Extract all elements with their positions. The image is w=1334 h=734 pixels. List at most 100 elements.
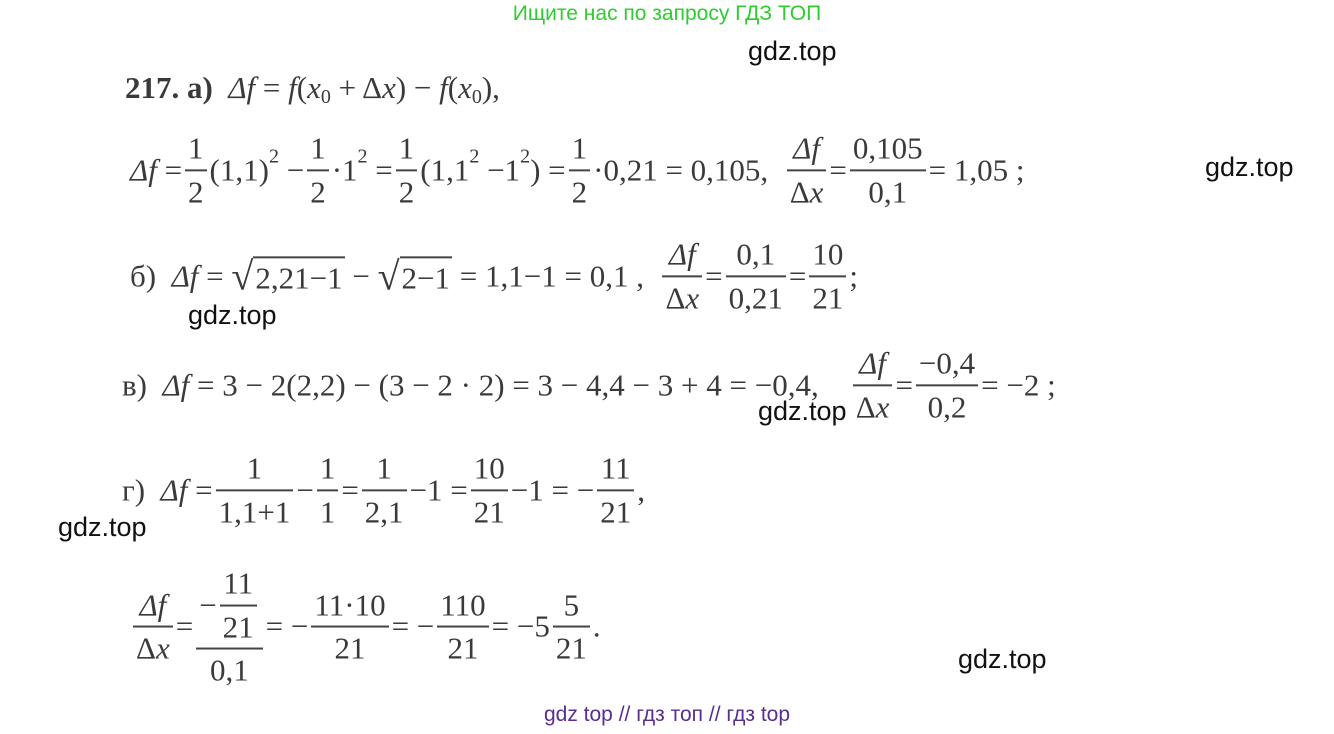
radical-sign: √ bbox=[377, 253, 400, 298]
solution-line-v: в) Δf = 3 − 2(2,2) − (3 − 2 · 2) = 3 − 4… bbox=[122, 345, 1056, 424]
math-text: = 3 − 2(2,2) − (3 − 2 · 2) = 3 − 4,4 − 3… bbox=[189, 367, 850, 402]
fraction-bar bbox=[662, 275, 703, 277]
fraction: −11 21 0,1 bbox=[196, 566, 263, 689]
math-text: = −5 bbox=[491, 608, 550, 644]
fraction: 1 1,1+1 bbox=[215, 450, 294, 530]
fraction-bar bbox=[196, 647, 263, 650]
math-text: = − bbox=[265, 608, 309, 644]
math-variable: x bbox=[685, 280, 700, 315]
math-text: = bbox=[895, 367, 913, 402]
denominator: 2,1 bbox=[362, 494, 407, 530]
math-text: − bbox=[344, 258, 378, 293]
math-text: 110 bbox=[440, 587, 486, 623]
numerator: Δf bbox=[136, 587, 169, 623]
watermark: gdz.top bbox=[748, 36, 837, 66]
denominator: 21 bbox=[553, 631, 590, 667]
fraction-bar bbox=[849, 169, 926, 171]
math-text: 5 bbox=[563, 587, 580, 623]
math-text: −1 = − bbox=[510, 472, 595, 507]
fraction: 10 21 bbox=[809, 236, 847, 315]
math-text: ( bbox=[296, 70, 308, 105]
math-text: 2 bbox=[398, 174, 415, 209]
math-variable: f bbox=[288, 70, 297, 105]
footer-links[interactable]: gdz top // гдз топ // гдз top bbox=[543, 703, 791, 726]
superscript: 2 bbox=[268, 145, 279, 168]
math-text: 1 bbox=[319, 494, 336, 529]
math-text: ) = bbox=[530, 152, 566, 187]
math-text: −1 bbox=[479, 152, 521, 187]
denominator: 21 bbox=[471, 494, 508, 530]
fraction-bar bbox=[597, 489, 635, 491]
watermark: gdz.top bbox=[758, 396, 847, 426]
watermark: gdz.top bbox=[958, 644, 1047, 674]
numerator: 1 bbox=[569, 130, 591, 166]
numerator: 5 bbox=[561, 587, 583, 623]
math-variable: f bbox=[439, 70, 448, 105]
math-variable: x bbox=[155, 630, 170, 666]
math-variable: x bbox=[382, 70, 396, 105]
denominator: 1,1+1 bbox=[216, 494, 294, 530]
numerator: 1 bbox=[185, 130, 207, 166]
math-variable: Δf bbox=[228, 70, 256, 105]
fraction-bar bbox=[395, 169, 418, 171]
numerator: 1 bbox=[244, 450, 266, 486]
fraction-bar bbox=[316, 489, 339, 491]
numerator: −11 21 bbox=[196, 566, 262, 645]
fraction: 11·10 21 bbox=[311, 587, 389, 666]
numerator: 0,1 bbox=[733, 236, 778, 272]
numerator: 0,105 bbox=[850, 130, 926, 166]
solution-line-g: г) Δf = 1 1,1+1−1 1 = 1 2,1 −1 = 10 21 −1 = −11 21, bbox=[122, 450, 645, 529]
denominator: 2 bbox=[185, 174, 207, 210]
denominator: 0,21 bbox=[726, 280, 786, 316]
radicand: 2−1 bbox=[399, 256, 453, 296]
fraction-bar bbox=[725, 275, 786, 277]
search-banner[interactable]: Ищите нас по запросу ГДЗ ТОП bbox=[512, 2, 822, 25]
denominator: 2 bbox=[307, 174, 329, 210]
fraction-bar bbox=[552, 625, 590, 628]
numerator: Δf bbox=[666, 236, 699, 272]
math-text: 11 bbox=[223, 565, 254, 601]
math-text: = bbox=[367, 152, 393, 187]
math-text: = bbox=[341, 472, 359, 507]
math-text: 1 bbox=[246, 450, 263, 486]
watermark: gdz.top bbox=[1205, 152, 1294, 182]
fraction-bar bbox=[219, 604, 257, 607]
fraction: 110 21 bbox=[437, 587, 489, 666]
math-text: 21 bbox=[555, 630, 587, 666]
math-text: = bbox=[788, 258, 807, 293]
math-text: . bbox=[592, 608, 601, 644]
math-text: 0,21 bbox=[728, 280, 783, 315]
fraction-bar bbox=[470, 489, 508, 491]
math-text: = bbox=[187, 472, 213, 507]
math-text: −0,4 bbox=[918, 345, 976, 381]
numerator: 1 bbox=[307, 130, 329, 166]
math-text: − bbox=[199, 587, 217, 623]
math-variable: Δf bbox=[162, 367, 190, 402]
math-text: = bbox=[829, 152, 847, 187]
fraction: 0,105 0,1 bbox=[849, 130, 926, 209]
watermark: gdz.top bbox=[188, 300, 277, 330]
math-text: = bbox=[255, 70, 289, 105]
superscript: 2 bbox=[357, 145, 368, 168]
math-variable: x bbox=[875, 389, 890, 424]
superscript: 2 bbox=[469, 145, 480, 168]
math-text: ) − bbox=[395, 70, 440, 105]
math-text: 1 bbox=[310, 130, 326, 166]
solution-line-b: б) Δf = √ 2,21−1 − √ 2−1 = 1,1−1 = 0,1 , Δ… bbox=[130, 236, 858, 315]
math-text: = bbox=[705, 258, 723, 293]
fraction-bar bbox=[215, 489, 294, 491]
math-text: 21 bbox=[222, 609, 254, 645]
math-text: = −2 ; bbox=[981, 367, 1056, 402]
math-text: Δ bbox=[855, 389, 876, 424]
fraction-bar bbox=[307, 169, 329, 171]
math-text: ( bbox=[447, 70, 459, 105]
numerator: −0,4 bbox=[916, 345, 978, 381]
